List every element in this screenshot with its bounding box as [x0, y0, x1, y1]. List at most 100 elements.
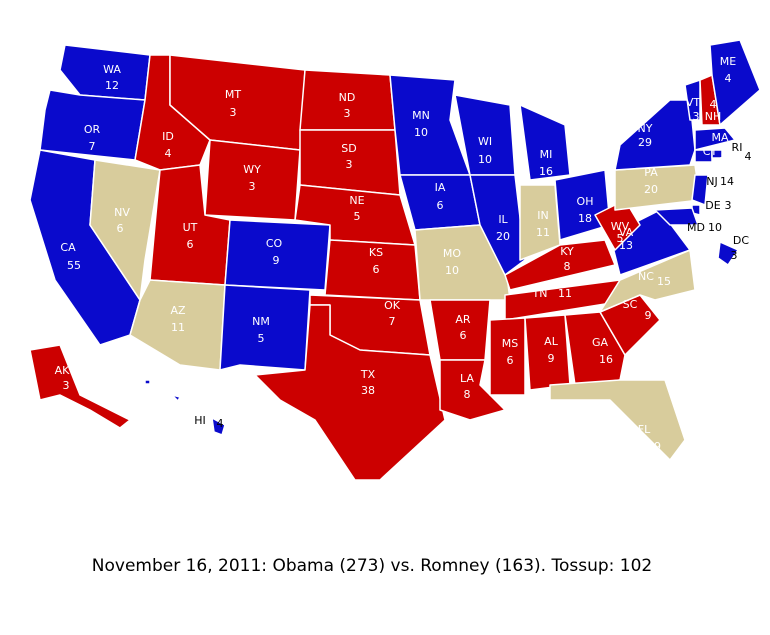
state-votes: 7 [720, 155, 727, 168]
state-votes: 12 [105, 79, 119, 92]
state-votes: 3 [731, 249, 738, 262]
state-abbr: OR [84, 123, 101, 136]
state-votes: 3 [230, 106, 237, 119]
state-votes: 20 [644, 183, 658, 196]
state-abbr: IA [435, 181, 446, 194]
state-votes: 10 [445, 264, 459, 277]
state-shape [254, 304, 446, 481]
state-votes: 10 [414, 126, 428, 139]
state-abbr: ID [162, 130, 174, 143]
state-votes: 11 [536, 226, 550, 239]
state-abbr: IL [498, 213, 508, 226]
state-votes: 3 [344, 107, 351, 120]
state-abbr: VT [686, 96, 701, 109]
state-abbr: SD [341, 142, 356, 155]
state-abbr: NJ [706, 175, 717, 188]
state-votes: 18 [578, 212, 592, 225]
state-votes: 4 [710, 98, 717, 111]
state-votes: 6 [460, 329, 467, 342]
state-abbr: MI [540, 148, 553, 161]
state-abbr: VA [619, 226, 634, 239]
state-abbr: AZ [170, 304, 186, 317]
state-abbr: MT [225, 88, 241, 101]
state-abbr: CT [703, 145, 718, 158]
state-abbr: WA [103, 63, 121, 76]
state-votes: 20 [496, 230, 510, 243]
state-shape [654, 207, 699, 226]
state-votes: 6 [373, 263, 380, 276]
state-shape [144, 379, 226, 436]
state-abbr: NH [705, 110, 722, 123]
state-abbr: OK [384, 299, 401, 312]
state-shape [549, 379, 686, 461]
state-votes: 4 [745, 150, 752, 163]
state-abbr: NE [349, 194, 364, 207]
state-shape [219, 284, 311, 371]
state-abbr: MA [711, 131, 728, 144]
state-votes: 7 [89, 140, 96, 153]
state-labels: WA12OR7CA55NV6ID4MT3WY3UT6AZ11CO9NM5ND3S… [55, 55, 752, 453]
state-votes: 4 [725, 72, 732, 85]
state-votes: 3 [249, 180, 256, 193]
state-shape [711, 149, 723, 159]
state-abbr: MD [687, 221, 705, 234]
state-abbr: DE [705, 199, 720, 212]
states [29, 39, 761, 481]
state-votes: 6 [437, 199, 444, 212]
state-shape [439, 359, 506, 421]
state-abbr: AK [55, 364, 71, 377]
state-shape [469, 174, 526, 276]
state-votes: 4 [165, 147, 172, 160]
state-abbr: ND [339, 91, 356, 104]
state-abbr: WV [611, 220, 630, 233]
state-abbr: RI [732, 141, 743, 154]
state-votes: 3 [63, 379, 70, 392]
state-votes: 3 [693, 110, 700, 123]
state-abbr: UT [183, 221, 198, 234]
state-abbr: AL [544, 335, 559, 348]
state-votes: 13 [619, 239, 633, 252]
state-shape [519, 104, 571, 181]
state-votes: 4 [217, 417, 224, 430]
state-votes: 3 [346, 158, 353, 171]
state-votes: 9 [645, 309, 652, 322]
state-votes: 5 [258, 332, 265, 345]
state-abbr: PA [644, 166, 658, 179]
state-votes: 7 [389, 315, 396, 328]
caption: November 16, 2011: Obama (273) vs. Romne… [92, 556, 652, 576]
state-abbr: KY [560, 245, 574, 258]
state-votes: 8 [464, 388, 471, 401]
state-votes: 16 [539, 165, 553, 178]
state-abbr: IN [537, 209, 548, 222]
state-abbr: MN [412, 109, 430, 122]
state-abbr: DC [733, 234, 749, 247]
state-votes: 5 [617, 232, 624, 245]
state-shape [717, 241, 739, 266]
state-abbr: NC [638, 270, 654, 283]
state-abbr: CA [60, 241, 76, 254]
state-votes: 5 [354, 210, 361, 223]
state-abbr: WI [478, 135, 492, 148]
state-shape [684, 79, 701, 121]
state-abbr: CO [266, 237, 283, 250]
state-votes: 10 [478, 153, 492, 166]
state-abbr: WY [243, 163, 261, 176]
state-shape [489, 317, 526, 396]
state-abbr: GA [592, 336, 609, 349]
state-shape [694, 149, 713, 163]
state-votes: 11 [734, 122, 748, 135]
state-abbr: KS [369, 246, 383, 259]
state-abbr: MO [443, 247, 461, 260]
state-abbr: NY [638, 122, 653, 135]
state-votes: 11 [558, 287, 572, 300]
state-votes: 6 [187, 238, 194, 251]
state-votes: 6 [507, 354, 514, 367]
state-votes: 11 [171, 321, 185, 334]
state-abbr: NV [114, 206, 130, 219]
state-votes: 3 [725, 199, 732, 212]
state-abbr: OH [577, 195, 594, 208]
state-shape [614, 99, 696, 171]
state-shape [694, 127, 736, 151]
state-shape [29, 344, 131, 429]
state-abbr: MS [502, 337, 518, 350]
